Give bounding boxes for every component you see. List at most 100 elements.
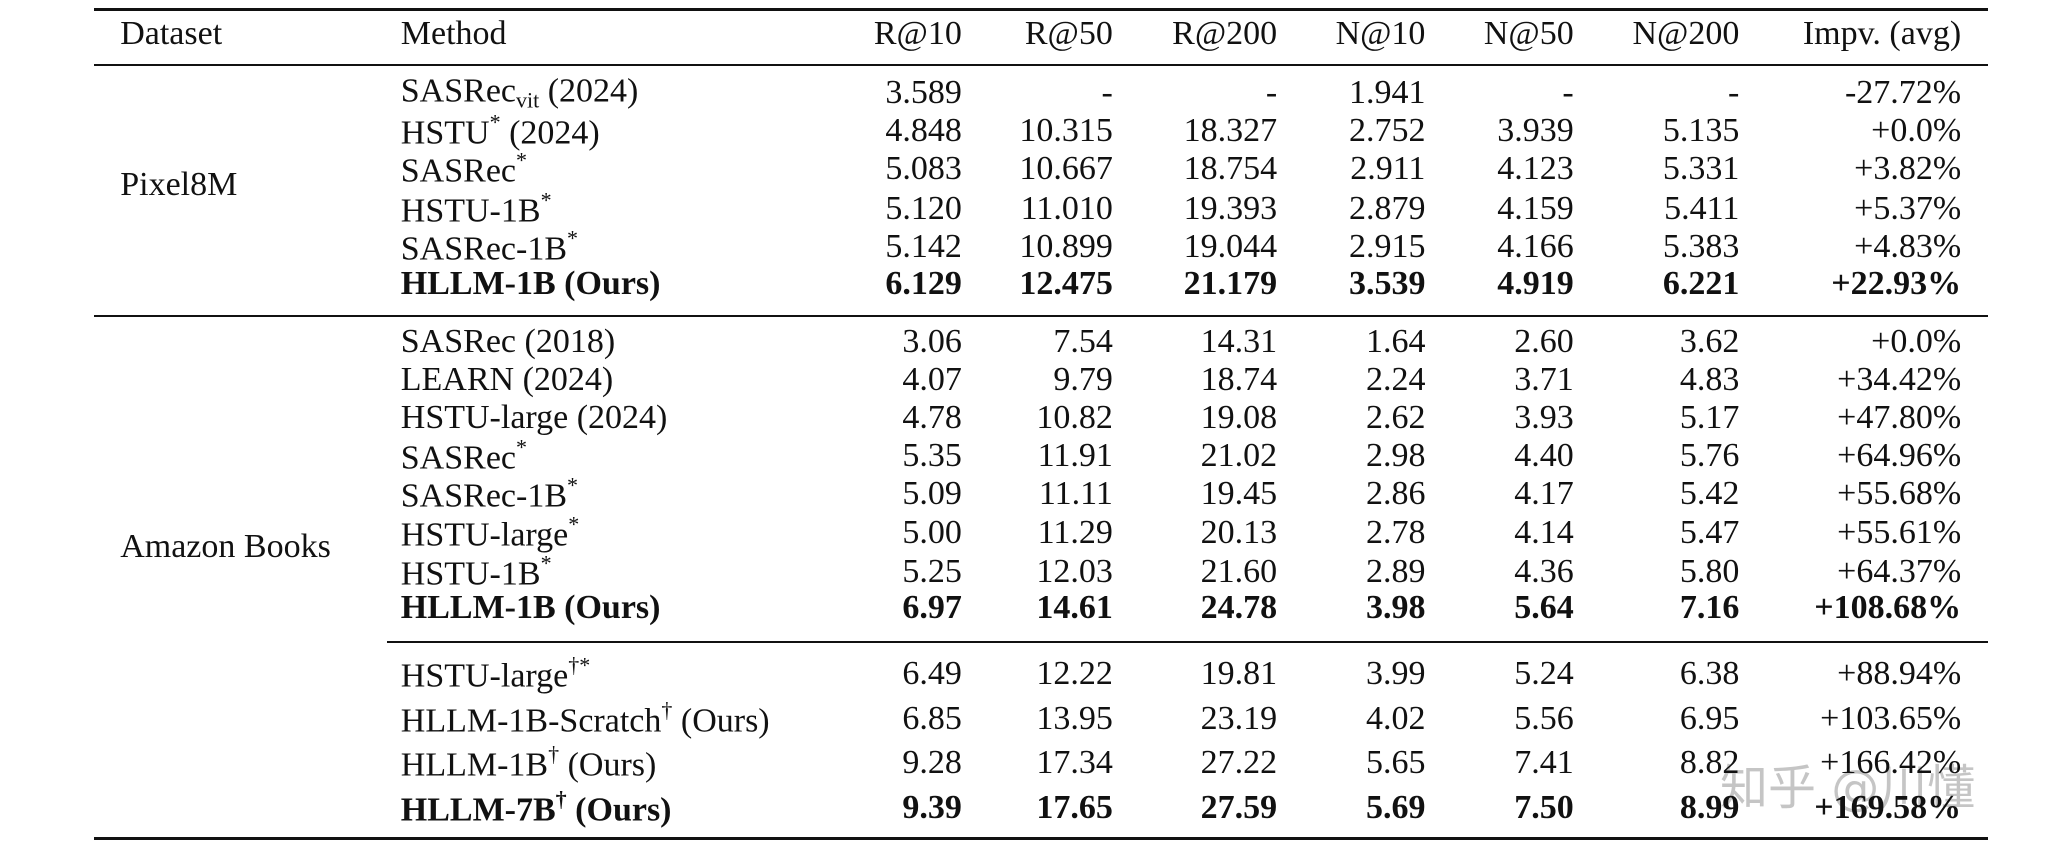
method-text: LEARN (2024)	[400, 360, 614, 398]
value-cell: +169.58%	[1814, 789, 1962, 826]
method-text: (Ours)	[559, 746, 657, 784]
method-text: SASRec-1B	[400, 230, 567, 268]
value-cell: 12.03	[1036, 552, 1113, 590]
header-cell: N@50	[1483, 15, 1574, 53]
value-cell: 19.45	[1200, 475, 1278, 512]
value-cell: 2.911	[1350, 150, 1426, 188]
value-cell: 3.62	[1679, 322, 1740, 360]
value-cell: +47.80%	[1837, 398, 1962, 436]
value-cell: 4.14	[1514, 514, 1574, 552]
superscript: *	[516, 147, 527, 173]
value-cell: 2.62	[1365, 398, 1426, 436]
value-cell: 2.89	[1365, 552, 1426, 590]
value-cell: 3.71	[1514, 360, 1574, 398]
value-cell: 6.38	[1679, 655, 1740, 692]
value-cell: 10.82	[1036, 398, 1113, 436]
method-text: (Ours)	[672, 702, 770, 740]
value-cell: 3.98	[1365, 589, 1426, 627]
superscript: †	[555, 786, 567, 812]
method: HLLM-1B-Scratch† (Ours)	[401, 699, 770, 738]
value-cell: +55.61%	[1837, 514, 1962, 552]
value-cell: 11.010	[1020, 189, 1113, 227]
value-cell: 9.39	[902, 789, 962, 826]
value-cell: +108.68%	[1814, 589, 1962, 627]
superscript: *	[489, 109, 501, 135]
value-cell: 6.97	[902, 589, 962, 627]
method: HSTU-large*	[401, 511, 580, 553]
method-text: HLLM-1B (Ours)	[400, 589, 661, 627]
value-cell: 27.22	[1200, 744, 1278, 782]
value-cell: 3.06	[902, 322, 962, 360]
method-text: HLLM-1B-Scratch	[400, 702, 662, 740]
value-cell: 5.24	[1514, 655, 1574, 692]
method-text: (2024)	[539, 72, 639, 110]
header-cell: N@10	[1335, 15, 1426, 53]
method-text: HSTU-large	[400, 657, 569, 695]
value-cell: +0.0%	[1871, 322, 1962, 360]
value-cell: 6.49	[902, 655, 962, 692]
rule	[387, 641, 1988, 643]
method-text: (Ours)	[566, 791, 672, 829]
value-cell: 2.879	[1348, 189, 1426, 227]
value-cell: -27.72%	[1844, 74, 1962, 112]
value-cell: 10.899	[1019, 228, 1113, 265]
value-cell: +3.82%	[1854, 150, 1962, 188]
value-cell: 21.02	[1200, 436, 1278, 474]
value-cell: 5.25	[902, 552, 962, 590]
subscript: vit	[516, 87, 540, 113]
value-cell: 14.61	[1036, 589, 1113, 627]
value-cell: 9.28	[902, 744, 962, 782]
value-cell: 4.919	[1497, 264, 1574, 302]
method-text: SASRec-1B	[400, 477, 567, 515]
value-cell: 6.129	[885, 264, 962, 302]
value-cell: 19.044	[1183, 228, 1278, 265]
rule	[93, 7, 1988, 11]
value-cell: 5.47	[1679, 514, 1740, 552]
value-cell: 18.327	[1183, 112, 1278, 150]
value-cell: 21.60	[1200, 552, 1278, 590]
value-cell: 5.331	[1662, 150, 1740, 188]
value-cell: 5.411	[1664, 189, 1740, 227]
value-cell: +22.93%	[1831, 264, 1962, 302]
value-cell: 5.56	[1514, 699, 1574, 737]
value-cell: 7.41	[1514, 744, 1574, 782]
header-cell: R@10	[873, 15, 962, 53]
value-cell: 5.35	[902, 436, 962, 474]
superscript: *	[540, 187, 552, 213]
value-cell: 11.91	[1037, 436, 1113, 474]
value-cell: 19.08	[1200, 398, 1278, 436]
superscript: *	[568, 511, 580, 537]
value-cell: 3.93	[1514, 398, 1574, 436]
value-cell: 5.80	[1679, 552, 1740, 590]
value-cell: 4.166	[1497, 228, 1574, 265]
method-text: (2024)	[500, 114, 600, 152]
header-cell: N@200	[1632, 15, 1740, 53]
rule	[93, 315, 1988, 317]
value-cell: 3.99	[1365, 655, 1426, 692]
value-cell: 5.65	[1365, 744, 1426, 782]
method-text: HLLM-7B	[400, 791, 556, 829]
value-cell: +88.94%	[1837, 655, 1962, 692]
value-cell: 10.667	[1019, 150, 1113, 188]
superscript: *	[516, 434, 527, 460]
value-cell: -	[1101, 74, 1113, 112]
method-text: HLLM-1B	[400, 746, 549, 784]
value-cell: 5.69	[1365, 789, 1426, 826]
method: SASRec-1B*	[400, 227, 578, 268]
value-cell: -	[1265, 74, 1278, 112]
value-cell: 2.752	[1348, 112, 1426, 150]
value-cell: 5.142	[885, 228, 962, 265]
method: SASRecvit (2024)	[401, 72, 639, 113]
value-cell: 2.86	[1365, 475, 1426, 512]
value-cell: 20.13	[1200, 514, 1278, 552]
method: LEARN (2024)	[400, 360, 614, 398]
superscript: †	[548, 741, 560, 767]
method: SASRec*	[401, 436, 527, 475]
value-cell: 5.17	[1679, 398, 1740, 436]
value-cell: 5.083	[885, 150, 962, 188]
method: HSTU* (2024)	[401, 109, 600, 152]
value-cell: 4.07	[902, 360, 962, 398]
value-cell: 5.00	[902, 514, 962, 552]
method: HSTU-large†*	[400, 654, 590, 695]
method-text: SASRec	[400, 439, 516, 477]
